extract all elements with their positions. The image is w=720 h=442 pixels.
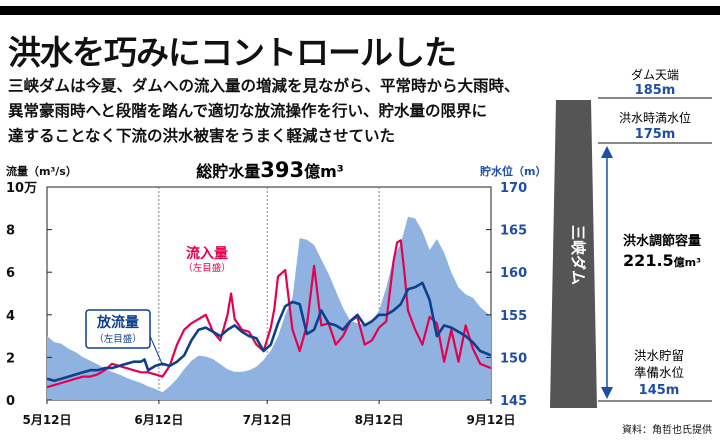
lead-line-2: 異常豪雨時へと段階を踏んで適切な放流操作を行い、貯水量の限界に [8, 102, 487, 120]
capacity-value: 221.5億m³ [623, 251, 701, 270]
x-tick-label: 7月12日 [243, 413, 292, 427]
inflow-series-line [46, 239, 492, 389]
outflow-series-line [46, 281, 492, 383]
inflow-label-text: 流入量 [186, 245, 228, 262]
outflow-label-box: 放流量 （左目盛） [85, 309, 164, 367]
flood-level-value: 175m [635, 127, 676, 142]
x-tick-label: 9月12日 [466, 413, 515, 427]
storage-sublabel: （右目盛） [430, 208, 478, 220]
right-tick-label: 150 [500, 351, 527, 366]
right-axis-label: 貯水位（m） [480, 164, 546, 178]
reserve-label-2: 準備水位 [634, 365, 684, 380]
x-tick-label: 6月12日 [134, 413, 183, 427]
axis-ticks: 0 2 4 6 8 10万 145 150 155 160 165 170 5月12日 6月12日 7月12… [6, 181, 527, 427]
right-tick-label: 165 [500, 224, 527, 239]
dam-crest-value: 185m [635, 83, 676, 98]
right-tick-label: 155 [500, 309, 527, 324]
source-credit: 資料：角哲也氏提供 [622, 425, 712, 436]
reserve-label-1: 洪水貯留 [634, 348, 684, 363]
top-rule [0, 6, 720, 15]
outflow-sublabel: （左目盛） [94, 333, 142, 345]
left-axis-label: 流量（m³/s） [6, 164, 77, 178]
storage-label-text: 貯水位 [433, 191, 475, 208]
lead-line-1: 三峡ダムは今夏、ダムへの流入量の増減を見ながら、平常時から大雨時、 [8, 77, 520, 95]
dam-body [550, 100, 597, 408]
dam-name: 三峡ダム [569, 225, 587, 285]
right-tick-label: 145 [500, 394, 527, 409]
left-tick-label: 8 [6, 224, 15, 239]
storage-label: 貯水位 （右目盛） [430, 191, 478, 220]
capacity-label: 洪水調節容量 [623, 233, 701, 249]
outflow-label: 放流量 [96, 314, 139, 331]
left-tick-label: 0 [6, 394, 15, 409]
storage-level-area [47, 216, 491, 400]
left-tick-label: 4 [6, 309, 15, 324]
right-tick-label: 170 [500, 181, 527, 196]
x-tick-label: 5月12日 [22, 413, 71, 427]
inflow-sublabel: （左目盛） [183, 262, 231, 274]
reserve-value: 145m [639, 383, 680, 398]
left-tick-label: 10万 [6, 181, 37, 196]
right-tick-label: 160 [500, 266, 527, 281]
left-tick-label: 6 [6, 266, 15, 281]
inflow-label: 流入量 （左目盛） [182, 244, 232, 276]
left-tick-label: 2 [6, 351, 15, 366]
lead-text: 三峡ダムは今夏、ダムへの流入量の増減を見ながら、平常時から大雨時、 異常豪雨時へ… [8, 74, 528, 149]
flood-level-label: 洪水時満水位 [619, 110, 691, 125]
dam-crest-label: ダム天端 [631, 67, 679, 82]
headline: 洪水を巧みにコントロールした [8, 33, 457, 72]
chart-title: 総貯水量393億m³ [196, 158, 344, 182]
x-tick-label: 8月12日 [355, 413, 404, 427]
dam-diagram: 三峡ダム ダム天端 185m 洪水時満水位 175m 洪水調節容量 221.5億… [550, 67, 712, 408]
lead-line-3: 達することなく下流の洪水被害をうまく軽減させていた [8, 127, 396, 145]
